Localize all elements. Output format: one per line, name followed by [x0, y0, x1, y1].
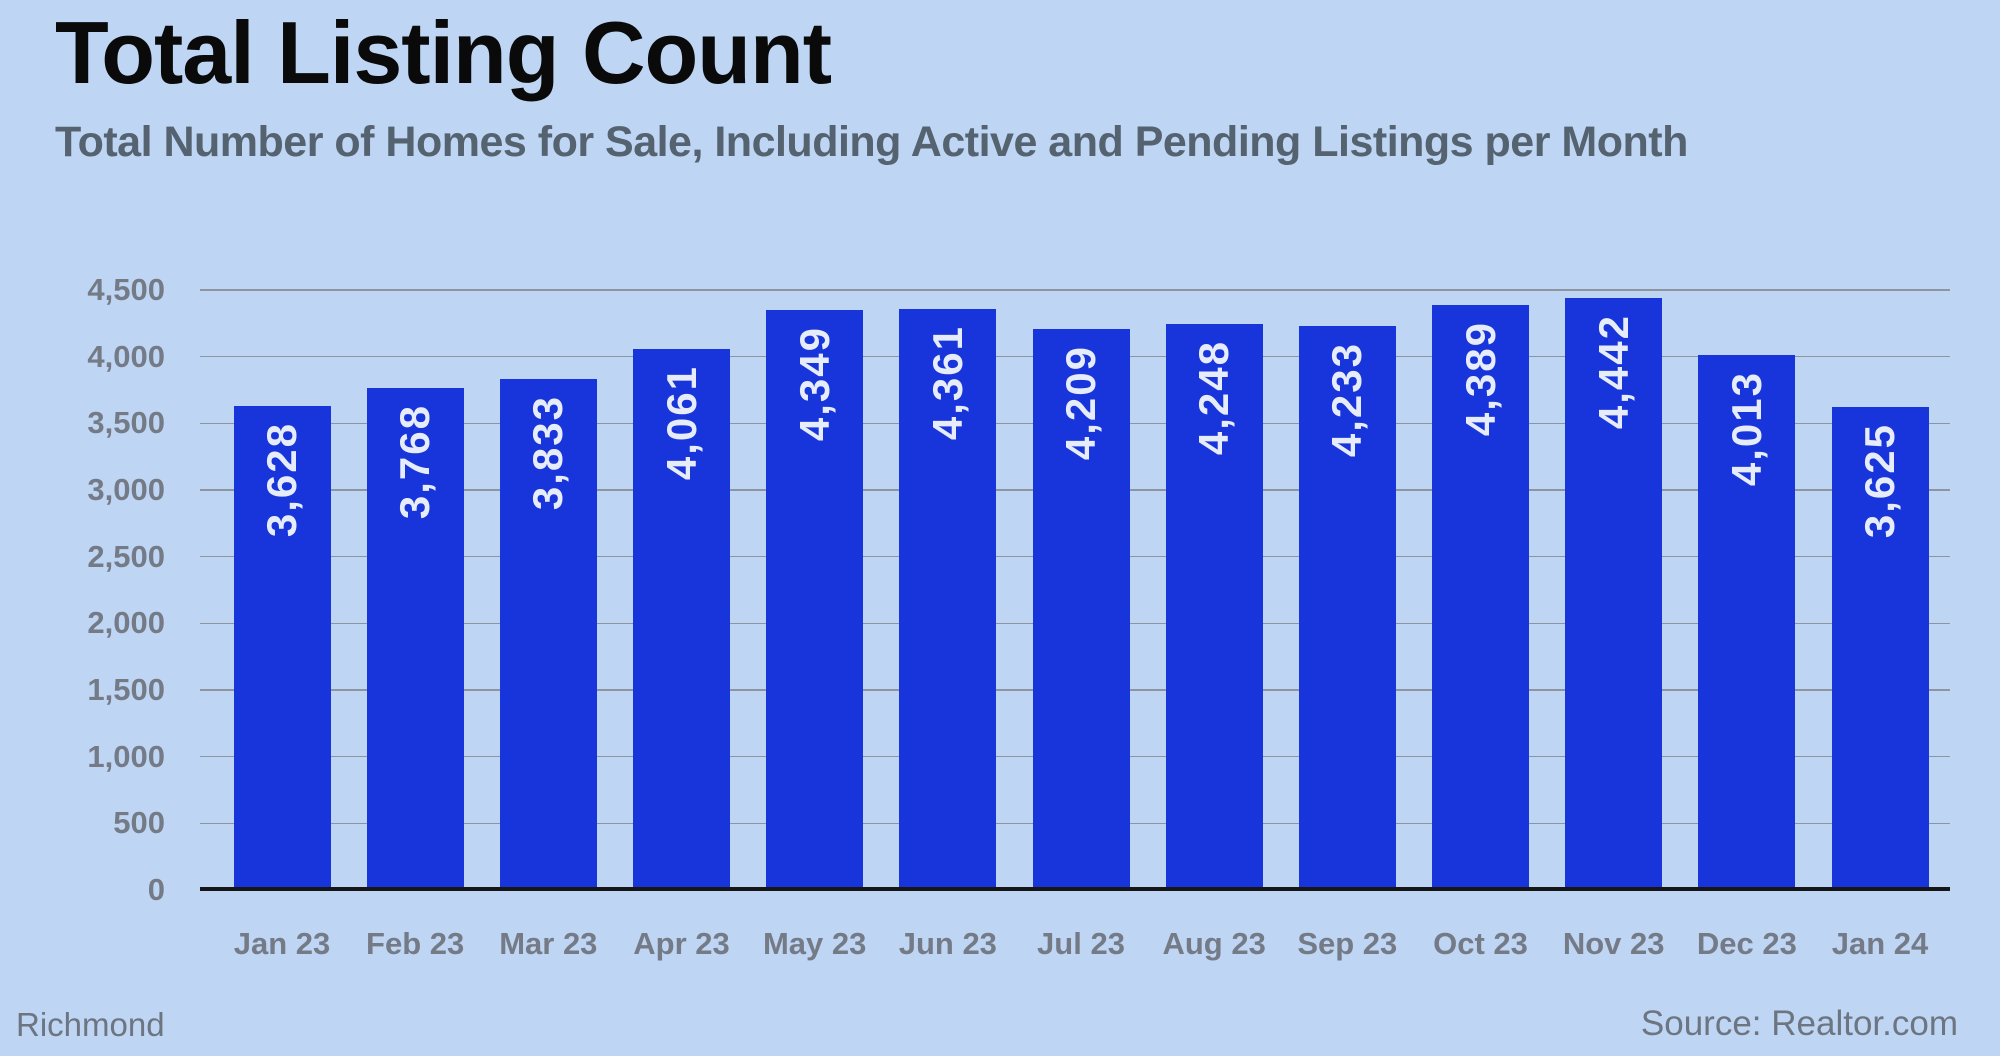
bar-nov-23: 4,442 — [1565, 297, 1663, 890]
x-tick-label: Aug 23 — [1162, 926, 1266, 961]
x-tick-label: Mar 23 — [499, 926, 598, 961]
bar-value-label: 4,442 — [1589, 313, 1637, 429]
bar-jul-23: 4,209 — [1032, 328, 1130, 890]
bar-aug-23: 4,248 — [1165, 323, 1263, 890]
x-tick-label: Nov 23 — [1562, 926, 1665, 961]
x-tick-label: Oct 23 — [1433, 926, 1528, 961]
bar-value-label: 4,013 — [1722, 370, 1770, 487]
y-tick-label: 1,000 — [87, 738, 165, 774]
bar-mar-23: 3,833 — [499, 378, 597, 890]
bar-oct-23: 4,389 — [1432, 304, 1529, 890]
x-tick-label: May 23 — [762, 926, 867, 961]
bar-value-label: 4,389 — [1456, 320, 1504, 436]
bar-may-23: 4,349 — [766, 310, 864, 890]
y-tick-label: 500 — [113, 805, 165, 841]
bar-feb-23: 3,768 — [366, 387, 464, 890]
y-tick-label: 4,000 — [87, 338, 165, 374]
bar-value-label: 3,625 — [1856, 422, 1903, 538]
bar-jan-23: 3,628 — [233, 406, 331, 890]
bar-value-label: 4,209 — [1057, 344, 1104, 460]
bar-value-label: 3,833 — [524, 394, 572, 511]
x-tick-label: Feb 23 — [366, 926, 465, 961]
bar-value-label: 3,628 — [258, 422, 305, 538]
bar-jan-24: 3,625 — [1831, 406, 1929, 890]
bar-apr-23: 4,061 — [633, 348, 730, 890]
page-subtitle: Total Number of Homes for Sale, Includin… — [55, 118, 1688, 166]
y-tick-label: 1,500 — [87, 672, 165, 707]
x-tick-label: Jan 24 — [1831, 926, 1929, 961]
y-tick-label: 4,500 — [87, 272, 165, 307]
bar-value-label: 4,349 — [790, 326, 838, 442]
x-axis-line — [200, 887, 1950, 891]
y-tick-label: 2,000 — [87, 605, 165, 641]
x-tick-label: Jul 23 — [1037, 926, 1125, 961]
y-tick-label: 3,500 — [87, 405, 165, 441]
bar-jun-23: 4,361 — [899, 308, 997, 890]
bar-value-label: 3,768 — [391, 403, 439, 519]
bar-value-label: 4,248 — [1190, 339, 1238, 455]
bar-sep-23: 4,233 — [1298, 325, 1396, 890]
x-tick-label: Apr 23 — [633, 926, 730, 961]
x-tick-label: Jun 23 — [898, 926, 997, 961]
bar-value-label: 4,361 — [923, 324, 971, 440]
source-label: Source: Realtor.com — [1640, 1004, 1958, 1043]
bar-dec-23: 4,013 — [1698, 354, 1796, 890]
y-tick-label: 2,500 — [87, 538, 165, 574]
x-tick-label: Jan 23 — [233, 926, 331, 961]
bar-value-label: 4,233 — [1323, 341, 1371, 457]
gridline — [200, 289, 1950, 291]
y-tick-label: 0 — [147, 872, 165, 907]
x-tick-label: Sep 23 — [1297, 926, 1398, 961]
x-tick-label: Dec 23 — [1696, 926, 1797, 961]
page-title: Total Listing Count — [55, 3, 832, 102]
bar-value-label: 4,061 — [657, 364, 705, 480]
y-tick-label: 3,000 — [87, 472, 165, 507]
region-label: Richmond — [16, 1006, 165, 1043]
